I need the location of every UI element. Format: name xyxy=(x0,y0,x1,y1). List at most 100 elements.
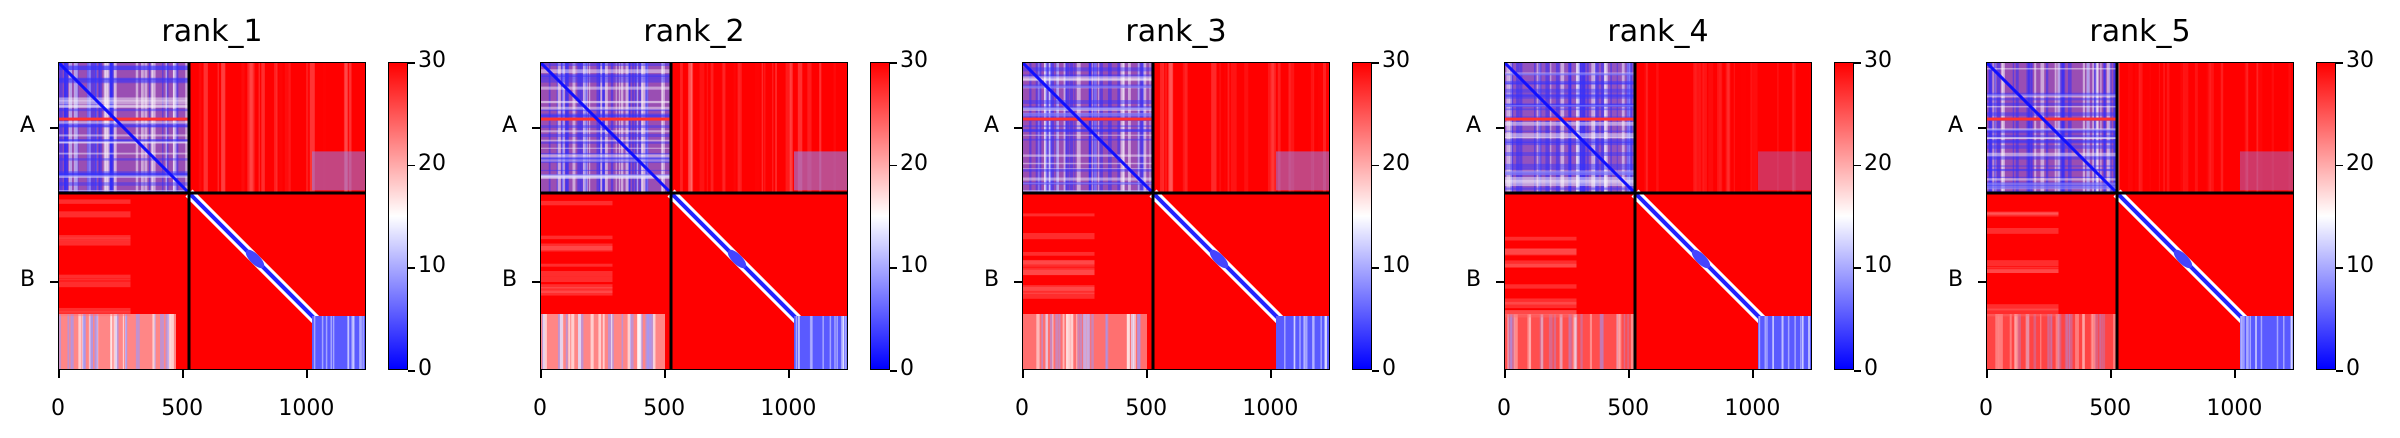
chart-title: rank_5 xyxy=(2089,14,2191,49)
block-bb-stripe xyxy=(822,316,824,369)
heatmap-canvas xyxy=(1987,63,2293,369)
block-ba-stripe xyxy=(113,314,118,369)
block-ba-stripe xyxy=(1616,314,1620,369)
block-ba-streak xyxy=(1023,251,1095,256)
block-ba-streak xyxy=(1987,260,2059,267)
block-ab-streak xyxy=(2158,63,2161,193)
colorbar-tick-mark xyxy=(1854,164,1861,167)
block-ba-streak xyxy=(1023,233,1095,240)
block-ba-streak xyxy=(1505,263,1577,268)
block-bb-stripe xyxy=(313,316,316,369)
block-ba-stripe xyxy=(1066,314,1071,369)
block-ab-streak xyxy=(1211,63,1217,193)
block-ba-streak xyxy=(1023,269,1095,275)
x-tick-mark xyxy=(58,370,60,378)
block-ba-stripe xyxy=(2070,314,2073,369)
block-ab-streak xyxy=(763,63,766,193)
block-aa-stripe xyxy=(580,63,584,193)
colorbar-tick-mark xyxy=(1854,267,1861,269)
block-ba-stripe xyxy=(1527,314,1531,369)
block-aa-stripe xyxy=(1510,63,1514,193)
block-aa-stripe xyxy=(1505,180,1635,182)
block-aa-stripe xyxy=(1023,168,1153,172)
block-ab-streak xyxy=(1728,63,1731,193)
block-aa-stripe xyxy=(541,63,671,67)
block-ab-streak xyxy=(1791,63,1796,193)
block-aa-stripe xyxy=(1987,129,2117,132)
block-aa-stripe xyxy=(2031,63,2033,193)
block-aa-stripe xyxy=(541,169,671,172)
block-aa-stripe xyxy=(1505,72,1635,76)
block-ba-streak xyxy=(1023,286,1095,294)
block-ba-streak xyxy=(1023,267,1095,276)
block-ab-streak xyxy=(687,63,693,193)
block-ab-streak xyxy=(343,63,348,193)
block-ab-streak xyxy=(221,63,225,193)
block-ab-streak xyxy=(680,63,683,193)
block-aa-stripe xyxy=(1987,182,2117,186)
block-bb-stripe xyxy=(1794,316,1796,369)
block-aa-stripe xyxy=(1023,162,1153,165)
block-aa-stripe xyxy=(1505,108,1635,111)
chart-panel: rank_2 A B 0 500 1000 0 10 20 30 xyxy=(482,0,962,438)
chart-panel: rank_3 A B 0 500 1000 0 10 20 30 xyxy=(964,0,1444,438)
x-tick-label: 500 xyxy=(1125,396,1168,421)
block-ab-streak xyxy=(249,63,255,193)
chart-title: rank_2 xyxy=(643,14,745,49)
block-ba-stripe xyxy=(167,314,171,369)
colorbar-tick-label: 30 xyxy=(1864,48,1892,73)
block-aa-stripe xyxy=(1987,105,2117,108)
block-ba-stripe xyxy=(645,314,649,369)
block-aa-stripe xyxy=(1992,63,1994,193)
block-ba-streak xyxy=(1987,213,2059,217)
block-bb-stripe xyxy=(842,316,845,369)
block-ab-streak xyxy=(833,63,836,193)
block-aa-stripe xyxy=(59,152,189,155)
block-aa-stripe xyxy=(557,63,561,193)
block-ab-streak xyxy=(819,63,822,193)
block-ba-stripe xyxy=(1510,314,1513,369)
block-bb-stripe xyxy=(321,316,324,369)
block-bb-stripe xyxy=(840,316,843,369)
block-ba-stripe xyxy=(1507,314,1510,369)
colorbar-tick-mark xyxy=(408,370,415,372)
y-tick-mark xyxy=(1496,281,1504,283)
colorbar-tick-label: 30 xyxy=(418,48,446,73)
block-aa-stripe xyxy=(1048,63,1052,193)
block-aa-stripe xyxy=(2092,63,2095,193)
block-aa-diagonal xyxy=(1023,63,1155,195)
block-ba-stripe xyxy=(602,314,605,369)
block-bb-stripe xyxy=(1781,316,1783,369)
block-ba-streak xyxy=(59,307,131,313)
block-aa-stripe xyxy=(541,174,671,178)
block-aa-stripe xyxy=(59,79,189,82)
colorbar-tick-mark xyxy=(890,62,897,64)
colorbar-tick-mark xyxy=(1854,62,1861,64)
block-aa-stripe xyxy=(1505,187,1635,190)
block-aa-stripe xyxy=(1045,63,1050,193)
block-aa-stripe xyxy=(1139,63,1143,193)
block-ba-stripe xyxy=(650,314,652,369)
block-aa-stripe xyxy=(59,105,189,109)
block-aa-stripe xyxy=(185,63,188,193)
block-ba-stripe xyxy=(2113,314,2116,369)
block-aa-stripe xyxy=(1508,63,1511,193)
block-aa-stripe xyxy=(64,63,68,193)
block-bb-stripe xyxy=(2291,316,2293,369)
block-aa-stripe xyxy=(1621,63,1625,193)
block-aa-stripe xyxy=(618,63,620,193)
colorbar-tick-label: 10 xyxy=(2346,253,2374,279)
block-bb-stripe xyxy=(2260,316,2263,369)
block-aa-stripe xyxy=(59,158,189,161)
block-bb-stripe xyxy=(1787,316,1790,369)
y-tick-mark xyxy=(532,127,540,129)
block-aa-stripe xyxy=(541,114,671,118)
block-aa-stripe xyxy=(165,63,168,193)
block-aa-stripe xyxy=(1987,182,2117,186)
block-aa-stripe xyxy=(577,63,582,193)
block-aa-stripe xyxy=(662,63,665,193)
block-aa-stripe xyxy=(1023,177,1153,181)
block-ab-streak xyxy=(1792,63,1794,193)
block-bb-stripe xyxy=(2241,316,2243,369)
block-ab-streak xyxy=(1656,63,1659,193)
